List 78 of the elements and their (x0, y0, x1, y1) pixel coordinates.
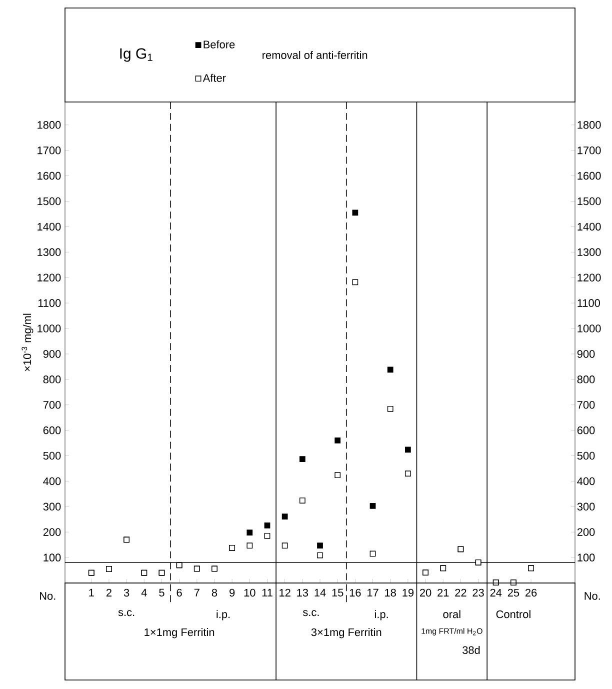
y2-tick-label: 400 (577, 477, 595, 486)
y-tick-label: 400 (43, 477, 61, 486)
text: s.c. (302, 610, 319, 616)
y-tick-label: 1800 (38, 121, 61, 129)
y2-tick-label: 1400 (578, 222, 601, 231)
y-tick-label: 700 (43, 400, 61, 409)
chart-title: Ig G$_{1}$ (120, 48, 152, 62)
x-tick-label: 21 (438, 588, 449, 596)
y2-tick-label: 1000 (578, 324, 601, 332)
y2-tick-label: 1500 (578, 197, 601, 206)
x-tick-label: 13 (297, 588, 308, 597)
y-tick-label: 300 (43, 502, 61, 511)
text: 3×1mg Ferritin (311, 628, 382, 638)
text: 38d (462, 646, 480, 654)
x-tick-label: 6 (176, 588, 182, 597)
text: No. (40, 592, 56, 600)
y2-tick-label: 1700 (578, 146, 601, 154)
legend-label: After (202, 74, 226, 82)
text: Control (496, 610, 530, 618)
y2-tick-label: 700 (577, 400, 595, 409)
x-tick-label: 8 (212, 588, 218, 597)
y2-tick-label: 500 (577, 452, 595, 460)
y-tick-label: 1000 (38, 324, 61, 332)
legend-label: Before (204, 40, 235, 48)
x-tick-label: 18 (385, 588, 396, 597)
y-tick-label: 100 (44, 554, 61, 562)
x-tick-label: 3 (124, 588, 130, 597)
x-tick-label: 19 (402, 588, 414, 597)
y-tick-label: 800 (43, 376, 61, 384)
y2-tick-label: 1200 (578, 274, 601, 282)
x-tick-label: 2 (106, 588, 112, 596)
y2-tick-label: 1600 (578, 172, 601, 180)
y-tick-label: 1500 (38, 197, 61, 206)
y-tick-label: 900 (43, 350, 61, 358)
y-tick-label: 1400 (38, 222, 61, 231)
y2-tick-label: 100 (578, 554, 595, 562)
y-tick-label: 1100 (38, 299, 61, 307)
x-tick-label: 24 (490, 588, 502, 596)
x-tick-label: 22 (455, 588, 466, 596)
x-tick-label: 10 (244, 588, 256, 597)
x-tick-label: 15 (332, 588, 344, 596)
y2-tick-label: 200 (577, 528, 595, 536)
x-tick-label: 1 (89, 588, 94, 596)
x-axis-title: No. (584, 592, 600, 600)
y-tick-label: 1300 (38, 248, 61, 256)
text: i.p. (216, 610, 230, 620)
x-tick-label: 7 (194, 588, 200, 596)
y-tick-label: 500 (43, 452, 61, 460)
y2-tick-label: 1100 (578, 299, 600, 307)
x-tick-label: 9 (230, 588, 235, 597)
y2-tick-label: 1800 (578, 121, 601, 129)
x-tick-label: 5 (159, 588, 164, 596)
x-tick-label: 17 (367, 588, 378, 596)
text: 1×1mg Ferritin (144, 628, 214, 638)
y-axis-title: ×10$^{-3}$ mg/ml (22, 314, 34, 372)
y-tick-label: 1200 (38, 274, 61, 282)
x-tick-label: 14 (314, 588, 326, 596)
y2-tick-label: 300 (577, 502, 595, 511)
x-tick-label: 12 (280, 588, 290, 596)
text: i.p. (374, 610, 388, 620)
x-tick-label: 23 (472, 588, 484, 597)
y2-tick-label: 800 (577, 376, 595, 384)
x-tick-label: 26 (525, 588, 537, 597)
y-tick-label: 1700 (38, 146, 61, 154)
y2-tick-label: 900 (577, 350, 595, 358)
x-tick-label: 16 (350, 588, 361, 597)
chart-subtitle: removal of anti-ferritin (262, 50, 368, 60)
y2-tick-label: 600 (577, 426, 595, 434)
x-tick-label: 4 (141, 588, 147, 596)
text: oral (443, 610, 460, 618)
y-tick-label: 600 (43, 426, 61, 434)
x-tick-label: 20 (420, 588, 432, 597)
x-tick-label: 25 (508, 588, 520, 597)
x-tick-label: 11 (262, 588, 272, 596)
y-tick-label: 1600 (38, 172, 61, 180)
y2-tick-label: 1300 (578, 248, 601, 256)
text: s.c. (118, 610, 134, 616)
y-tick-label: 200 (43, 528, 61, 536)
